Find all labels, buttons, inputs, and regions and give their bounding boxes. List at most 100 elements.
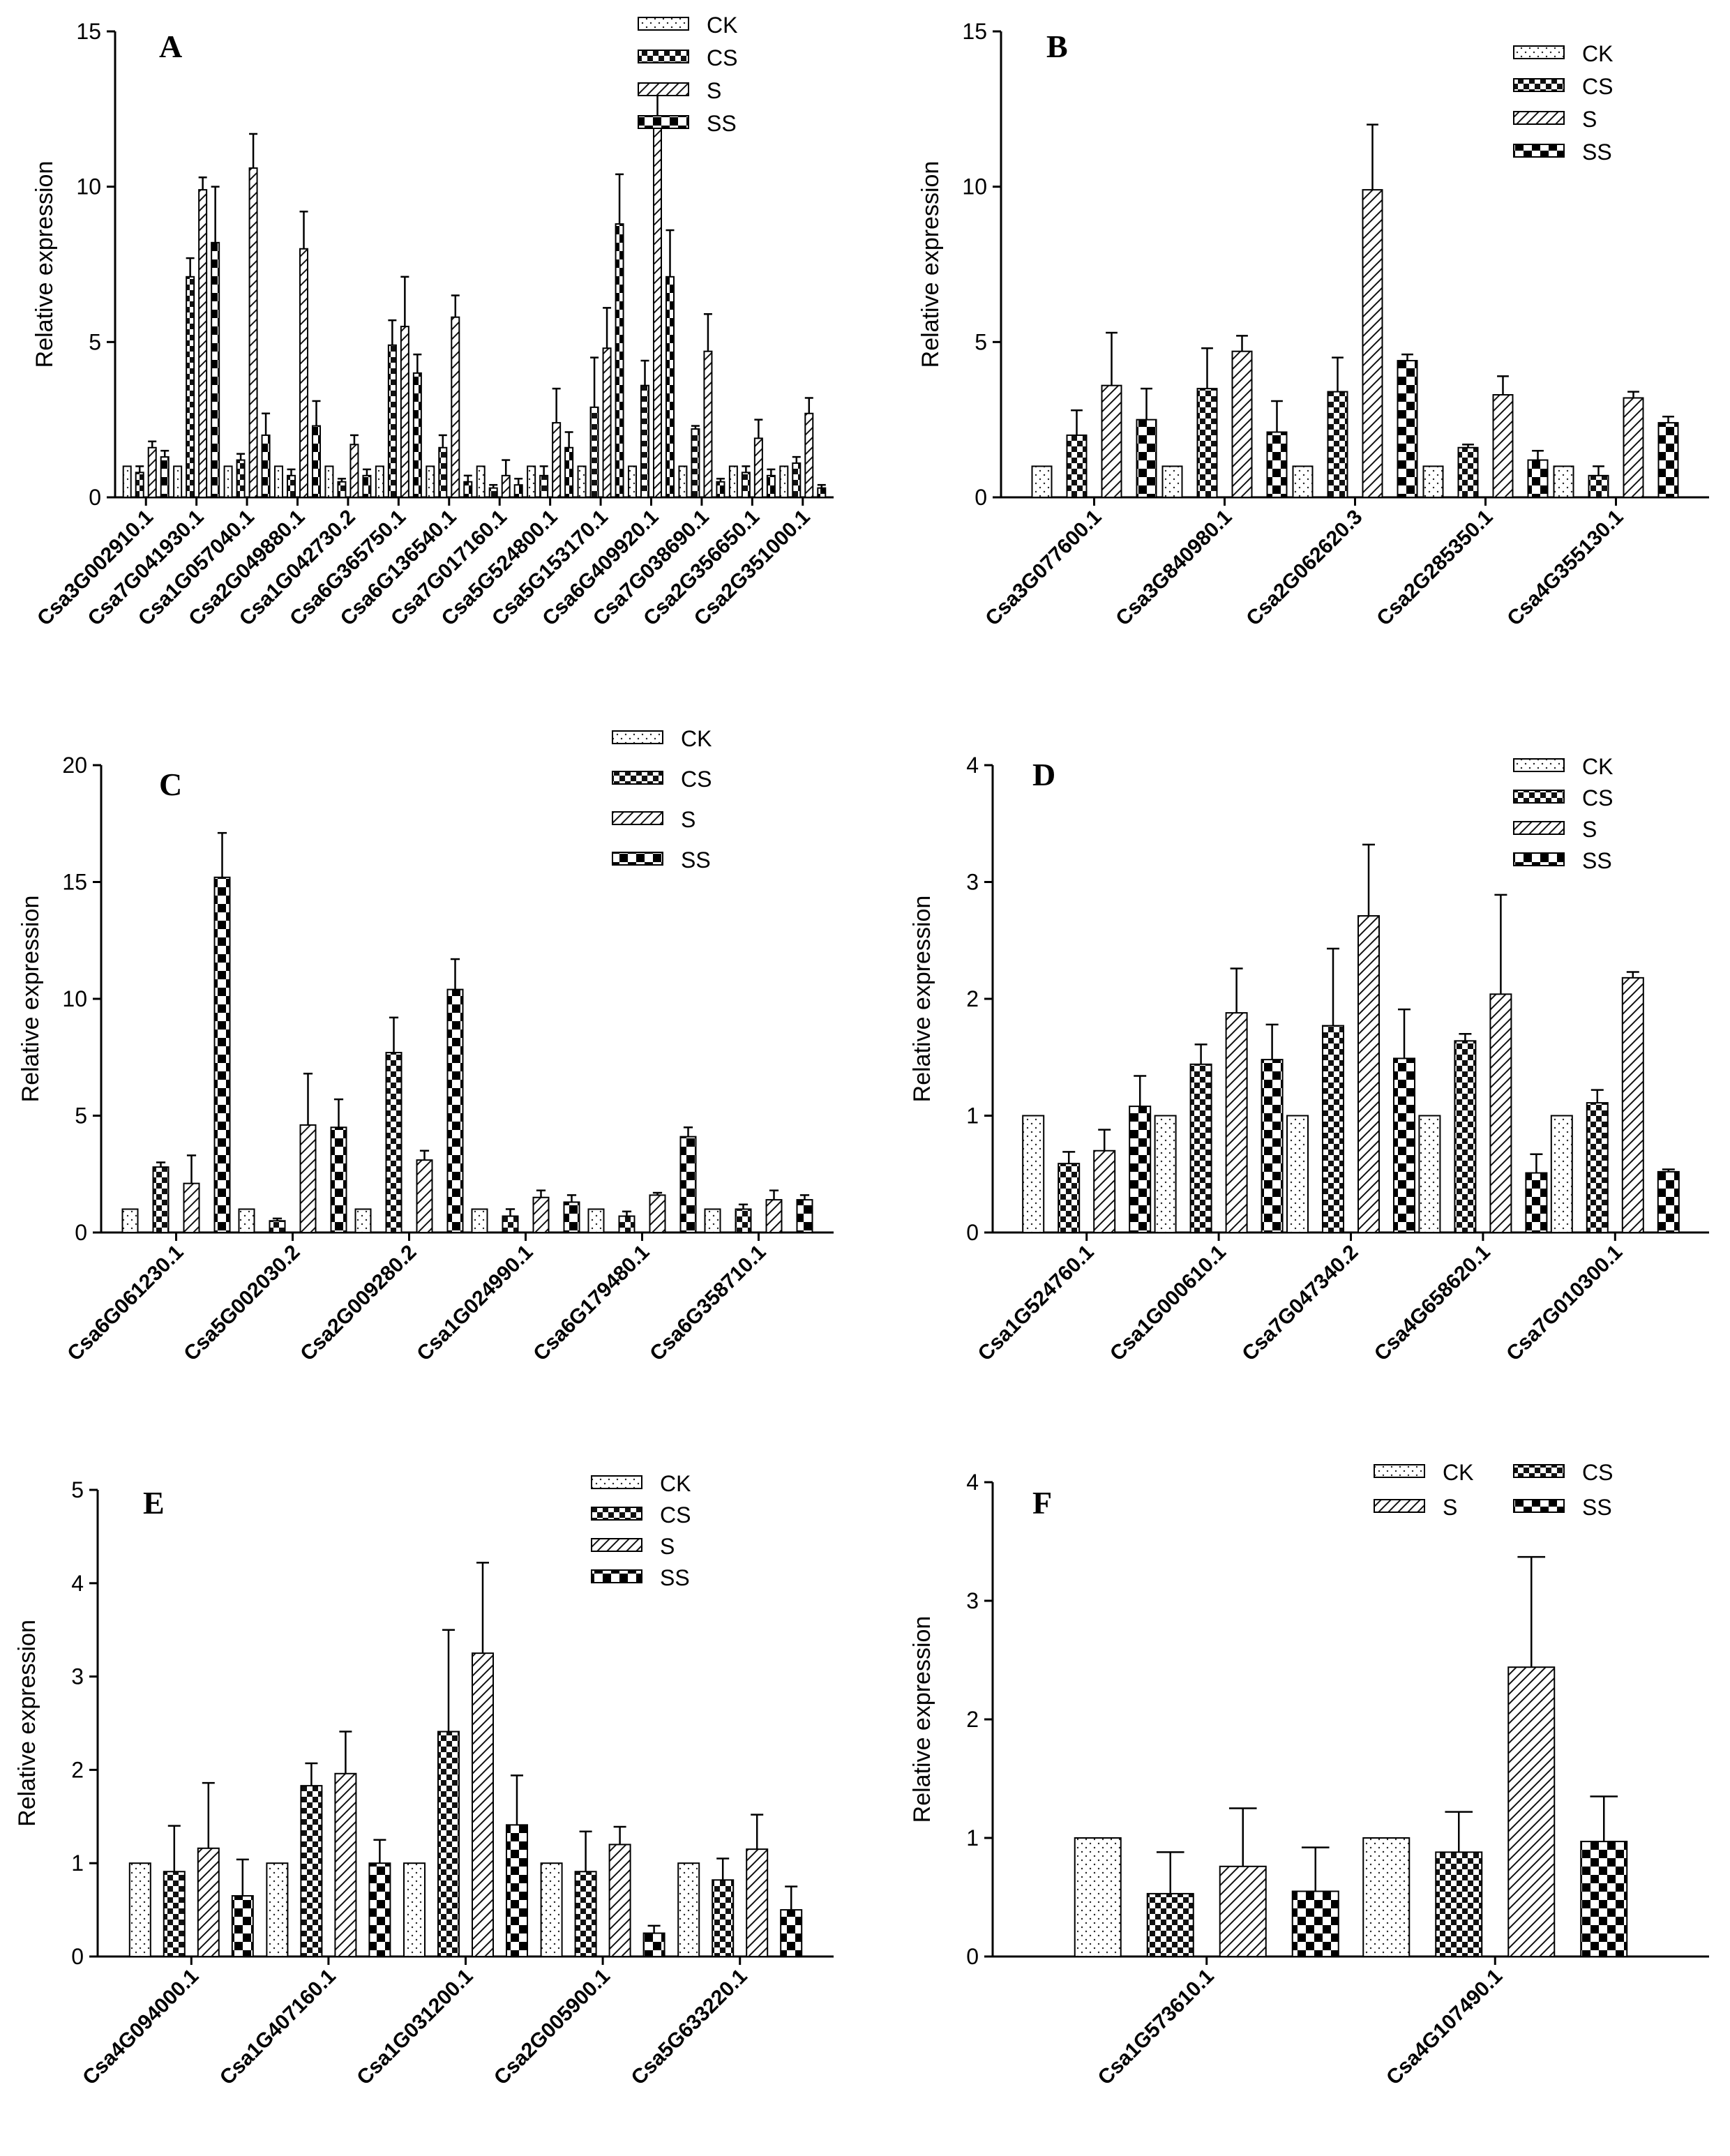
panel-c-category-label-csa5g002030-2: Csa5G002030.2 [179,1241,304,1366]
panel-b-bar-ck-csa4g355130-1 [1553,465,1574,499]
legend-swatch-cs [1513,78,1565,92]
legend-label-s: S [1582,107,1597,132]
panel-e-bar-ss-csa1g031200-1 [506,1824,528,1958]
panel-c-bar-ck-csa6g358710-1 [704,1208,721,1233]
panel-a-bar-ck-csa7g038690-1 [678,465,688,499]
panel-c-category-label-csa2g009280-2: Csa2G009280.2 [296,1241,421,1366]
legend-swatch-ck [1513,45,1565,59]
panel-a-bar-ss-csa6g365750-1 [412,372,422,498]
panel-c-bar-s-csa2g009280-2 [416,1159,433,1234]
panel-d-category-label-csa1g524760-1: Csa1G524760.1 [974,1241,1099,1366]
panel-a-bar-cs-csa1g057040-1 [236,459,246,498]
panel-e-bar-ss-csa1g407160-1 [368,1862,391,1957]
panel-e-bar-ck-csa1g031200-1 [403,1862,426,1957]
panel-a-bar-cs-csa6g409920-1 [640,384,649,498]
panel-c-y-tick-label: 15 [62,870,87,895]
panel-f-bar-ck-csa4g107490-1 [1362,1837,1411,1957]
legend-label-ss: SS [681,847,711,873]
panel-c-y-tick-label: 5 [75,1103,87,1129]
legend-swatch-s [1513,111,1565,125]
panel-d-bar-ck-csa1g524760-1 [1022,1115,1045,1233]
panel-f-y-tick-label: 4 [966,1470,979,1495]
panel-a-bar-s-csa7g038690-1 [703,350,713,498]
panel-d-y-tick-label: 2 [966,986,979,1011]
legend-label-cs: CS [660,1502,691,1528]
panel-e-bar-ss-csa2g005900-1 [642,1932,665,1958]
legend-swatch-cs [591,1507,642,1521]
panel-e-category-label-csa5g633220-1: Csa5G633220.1 [627,1965,752,2090]
panel-e-bar-s-csa5g633220-1 [746,1848,769,1957]
panel-a-bar-cs-csa7g017160-1 [488,487,498,499]
panel-c-y-tick-label: 10 [62,986,87,1011]
panel-c-chart: C 0 5 10 15 20 Relative expression Csa6G061230… [17,726,834,1366]
panel-e-letter: E [143,1485,165,1521]
panel-c-bar-s-csa5g002030-2 [299,1124,317,1234]
panel-a-bar-ss-csa7g017160-1 [513,484,523,498]
panel-a-bar-cs-csa3g002910-1 [135,472,144,499]
legend-swatch-s [638,82,689,96]
panel-e-bar-ck-csa5g633220-1 [677,1862,700,1957]
legend-swatch-cs [1513,790,1565,804]
panel-c-category-label-csa6g358710-1: Csa6G358710.1 [645,1241,770,1366]
legend-label-cs: CS [1582,74,1613,99]
panel-e-bar-ck-csa4g094000-1 [128,1862,151,1957]
panel-b-category-label-csa4g355130-1: Csa4G355130.1 [1503,506,1627,631]
panel-d-bar-ss-csa1g524760-1 [1129,1106,1152,1233]
panel-c-bar-ck-csa2g009280-2 [354,1208,372,1233]
panel-a-bar-ck-csa6g365750-1 [375,465,384,499]
legend-label-cs: CS [681,767,712,792]
panel-c-bar-cs-csa6g358710-1 [735,1208,752,1233]
legend-swatch-ss [1513,144,1565,158]
panel-c-bar-s-csa6g061230-1 [183,1182,200,1234]
legend-swatch-s [591,1538,642,1552]
legend-label-s: S [1443,1495,1457,1520]
legend-swatch-ck [638,17,689,31]
legend-label-ss: SS [1582,1495,1612,1520]
panel-c-bar-cs-csa6g179480-1 [618,1215,635,1234]
panel-a-bar-s-csa3g002910-1 [147,446,157,498]
panel-b-chart: B 0 5 10 15 Relative expression Csa3G077600.1… [917,19,1709,631]
panel-d-bar-ss-csa4g658620-1 [1525,1172,1548,1233]
panel-f-bar-ss-csa1g573610-1 [1291,1890,1339,1957]
panel-a-bar-ck-csa3g002910-1 [122,465,132,499]
legend-swatch-ss [591,1569,642,1583]
panel-c-bar-s-csa1g024990-1 [532,1196,550,1233]
panel-c-y-tick-label: 0 [75,1220,87,1245]
panel-e-bar-ck-csa1g407160-1 [266,1862,289,1957]
panel-c-bar-ss-csa5g002030-2 [330,1126,347,1233]
panel-c-bar-ss-csa1g024990-1 [563,1201,580,1233]
panel-a-bar-s-csa2g351000-1 [804,412,814,499]
legend-label-s: S [1582,817,1597,842]
panel-f-bar-ss-csa4g107490-1 [1580,1841,1628,1958]
panel-d-bar-s-csa7g010300-1 [1621,977,1644,1233]
panel-a-bar-cs-csa6g136540-1 [438,446,448,498]
panel-a-bar-ss-csa1g042730-2 [362,474,372,498]
panel-d-y-tick-label: 0 [966,1220,979,1245]
panel-b-bar-s-csa2g062620-3 [1362,189,1383,498]
legend-swatch-ss [1513,1499,1565,1513]
legend-label-ck: CK [1582,754,1613,779]
panel-b-letter: B [1046,29,1068,64]
panel-e-y-tick-label: 1 [71,1850,84,1876]
panel-d-bar-ck-csa7g047340-2 [1286,1115,1309,1233]
panel-a-bar-ck-csa7g017160-1 [476,465,486,499]
panel-a-bar-ss-csa7g041930-1 [211,241,220,498]
panel-c-bar-cs-csa2g009280-2 [385,1052,403,1234]
panel-b-bar-ss-csa3g077600-1 [1136,419,1157,499]
panel-c-bar-ss-csa6g179480-1 [679,1136,697,1234]
panel-e-y-tick-label: 0 [71,1944,84,1969]
panel-d-category-label-csa1g000610-1: Csa1G000610.1 [1106,1241,1231,1366]
panel-e-y-tick-label: 4 [71,1571,84,1596]
panel-a-bar-ck-csa6g136540-1 [426,465,435,499]
panel-a-bar-s-csa1g042730-2 [349,444,359,498]
legend-swatch-ck [1374,1464,1425,1478]
panel-a-bar-ck-csa6g409920-1 [628,465,637,499]
panel-b-y-tick-label: 5 [975,329,987,354]
panel-b-bar-s-csa2g285350-1 [1492,394,1514,498]
legend-swatch-ck [1513,758,1565,772]
legend-swatch-cs [638,50,689,63]
panel-e-bar-ss-csa4g094000-1 [231,1895,254,1958]
